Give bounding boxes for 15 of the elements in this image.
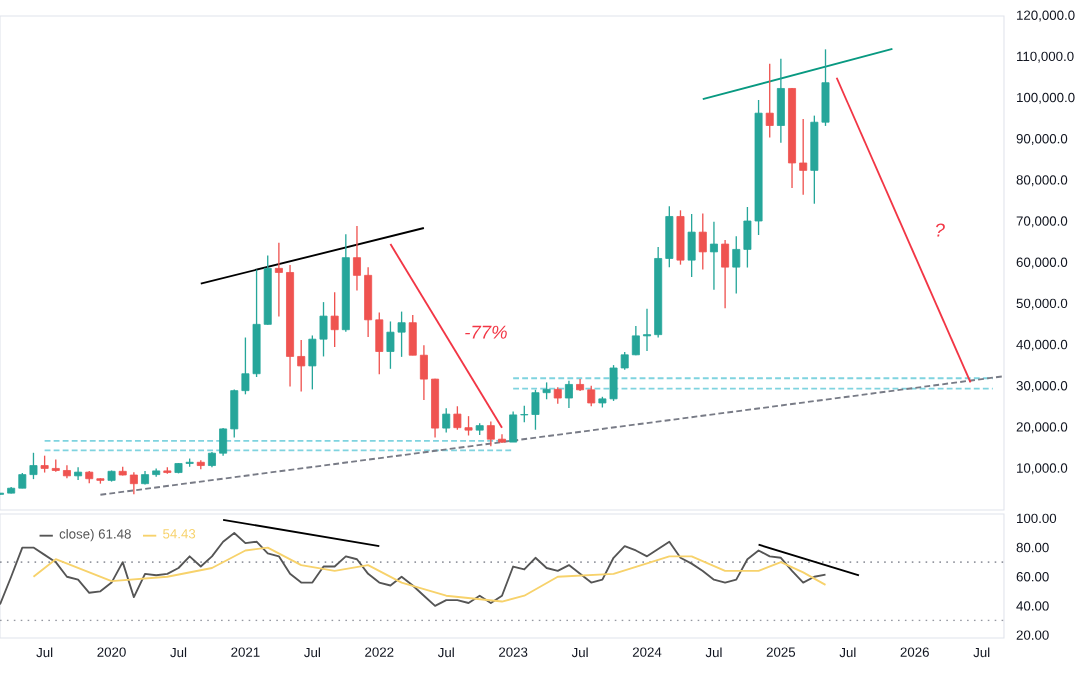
candlestick [564, 380, 573, 409]
annotation: ? [936, 223, 945, 237]
line-series [0, 532, 827, 607]
candlestick [74, 466, 83, 481]
candlestick [721, 239, 730, 309]
candlestick [765, 63, 774, 139]
candlestick [330, 291, 339, 348]
candlestick [687, 213, 696, 278]
candlestick [776, 58, 785, 144]
candlestick [676, 209, 685, 266]
candlestick [698, 212, 707, 271]
candlestick [709, 221, 718, 291]
candlestick [442, 407, 451, 434]
annotation: -77% [465, 325, 507, 339]
line-series [32, 546, 827, 603]
